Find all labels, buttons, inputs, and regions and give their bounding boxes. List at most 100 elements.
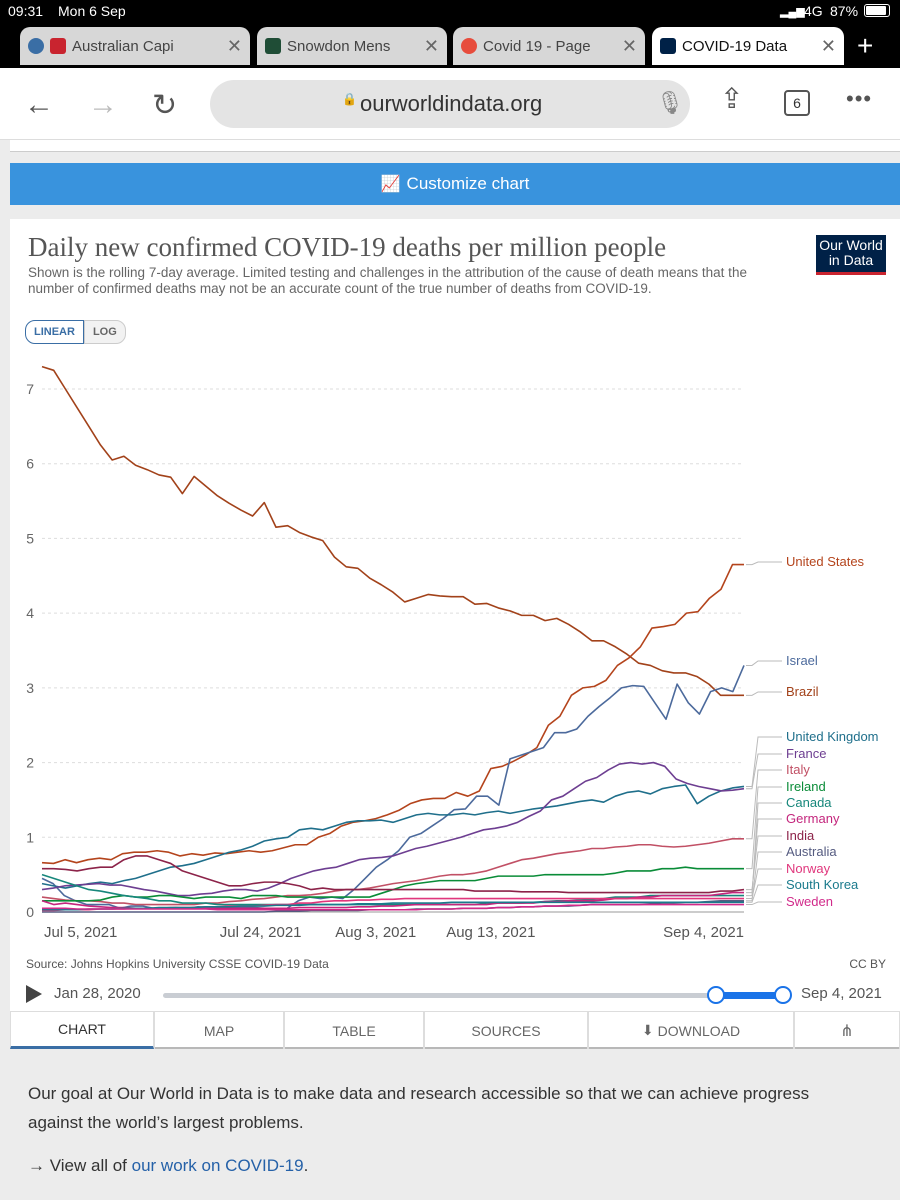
tab-table[interactable]: TABLE [284,1011,424,1049]
tab-covid-data[interactable]: COVID-19 Data ✕ [652,27,844,65]
label-connector [746,802,782,897]
chart-card: Daily new confirmed COVID-19 deaths per … [10,219,900,1049]
close-icon[interactable]: ✕ [423,35,439,56]
globe-icon [28,38,44,54]
close-icon[interactable]: ✕ [621,35,637,56]
series-line-united-states [41,563,744,865]
label-connector [746,769,782,840]
plus-favicon-icon [265,38,281,54]
timeline-range [716,992,783,999]
download-icon: ⬇ [641,1022,654,1038]
series-label: India [786,828,815,843]
series-label: Ireland [786,779,826,794]
tab-chart[interactable]: CHART [10,1011,154,1049]
x-tick-label: Aug 3, 2021 [335,924,416,941]
url-bar: ← → ↻ 🔒 ourworldindata.org 🎙 ⇪ 6 ••• [0,68,900,140]
timeline-track[interactable] [163,993,783,998]
reload-icon[interactable]: ↻ [152,89,178,122]
y-tick-label: 0 [26,904,34,920]
tab-count-button[interactable]: 6 [784,90,810,116]
close-icon[interactable]: ✕ [820,35,836,56]
label-connector [746,561,782,566]
timeline-end-handle[interactable] [774,986,792,1004]
r-logo-icon [50,38,66,54]
y-tick-label: 1 [26,829,34,845]
series-line-india [42,855,745,894]
series-line-sweden [42,903,744,911]
status-network: 4G [804,3,823,19]
line-chart: 0 1 2 3 4 5 6 7 Jul 5, 2021 Jul 24, 2021 Aug 3, 20… [26,365,879,941]
label-connector [746,786,782,870]
status-time: 09:31 [8,3,44,19]
label-connector [746,660,782,666]
url-text: ourworldindata.org [360,91,543,116]
series-line-brazil [41,365,744,697]
series-label: Germany [786,811,840,826]
tab-australian[interactable]: Australian Capi ✕ [20,27,250,65]
y-tick-label: 2 [26,755,34,771]
forward-icon[interactable]: → [88,88,118,121]
timeline-start-handle[interactable] [707,986,725,1004]
log-button[interactable]: LOG [83,320,126,344]
view-all-suffix: . [303,1156,309,1175]
download-label: DOWNLOAD [657,1022,741,1039]
license-text: CC BY [849,957,886,971]
tab-label: Covid 19 - Page [483,37,591,55]
series-label: France [786,746,826,761]
y-tick-label: 7 [26,381,34,397]
share-chart-icon[interactable]: ⋔ [794,1011,900,1049]
owid-favicon-icon [660,38,676,54]
label-connector [746,868,782,900]
x-tick-label: Aug 13, 2021 [446,924,535,941]
label-connector [746,835,782,891]
mic-icon[interactable]: 🎙 [656,90,684,115]
customize-label: Customize chart [406,174,530,193]
series-label: Sweden [786,894,833,909]
signal-icon: ▂▄▆ [780,6,805,18]
view-all-line: → View all of our work on COVID-19. [28,1156,308,1176]
status-battery: 87% [830,3,859,19]
status-date: Mon 6 Sep [58,3,126,19]
tab-covid-page[interactable]: Covid 19 - Page ✕ [453,27,645,65]
share-icon[interactable]: ⇪ [720,83,744,114]
timeline-end: Sep 4, 2021 [801,985,882,1002]
customize-chart-button[interactable]: 📈 Customize chart [10,163,900,205]
series-label: United Kingdom [786,729,879,744]
back-icon[interactable]: ← [24,88,54,121]
tab-label: Australian Capi [72,37,174,55]
previous-card-edge [10,140,900,152]
label-connector [746,691,782,696]
series-label: Italy [786,762,810,777]
x-tick-label: Jul 5, 2021 [44,924,117,941]
linear-button[interactable]: LINEAR [25,320,84,344]
view-all-prefix: → View all of [28,1156,132,1175]
owid-logo: Our World in Data [816,235,886,275]
tab-sources[interactable]: SOURCES [424,1011,588,1049]
x-tick-label: Jul 24, 2021 [220,924,302,941]
label-connector [746,753,782,790]
tab-map[interactable]: MAP [154,1011,284,1049]
series-line-germany [41,891,744,910]
tab-download[interactable]: ⬇ DOWNLOAD [588,1011,794,1049]
close-icon[interactable]: ✕ [226,35,242,56]
covid-work-link[interactable]: our work on COVID-19 [131,1156,304,1175]
chart-subtitle: Shown is the rolling 7-day average. Limi… [28,265,747,296]
series-label: Australia [786,844,837,859]
new-tab-icon[interactable]: + [857,30,874,61]
series-line-israel [41,665,745,910]
address-field[interactable]: 🔒 ourworldindata.org 🎙 [210,80,690,128]
play-icon[interactable] [26,985,42,1003]
label-connector [746,851,782,902]
source-text: Source: Johns Hopkins University CSSE CO… [26,957,329,971]
label-connector [746,901,782,906]
label-connector [746,818,782,894]
timeline: Jan 28, 2020 Sep 4, 2021 [26,981,896,1011]
tab-snowdon[interactable]: Snowdon Mens ✕ [257,27,447,65]
tab-strip: Australian Capi ✕ Snowdon Mens ✕ Covid 1… [0,22,900,68]
series-label: United States [786,554,865,569]
y-tick-label: 6 [26,456,34,472]
status-bar: 09:31 Mon 6 Sep ▂▄▆ 4G 87% [0,0,900,22]
more-icon[interactable]: ••• [846,86,873,111]
lock-icon: 🔒 [342,92,357,106]
y-tick-label: 3 [26,680,34,696]
